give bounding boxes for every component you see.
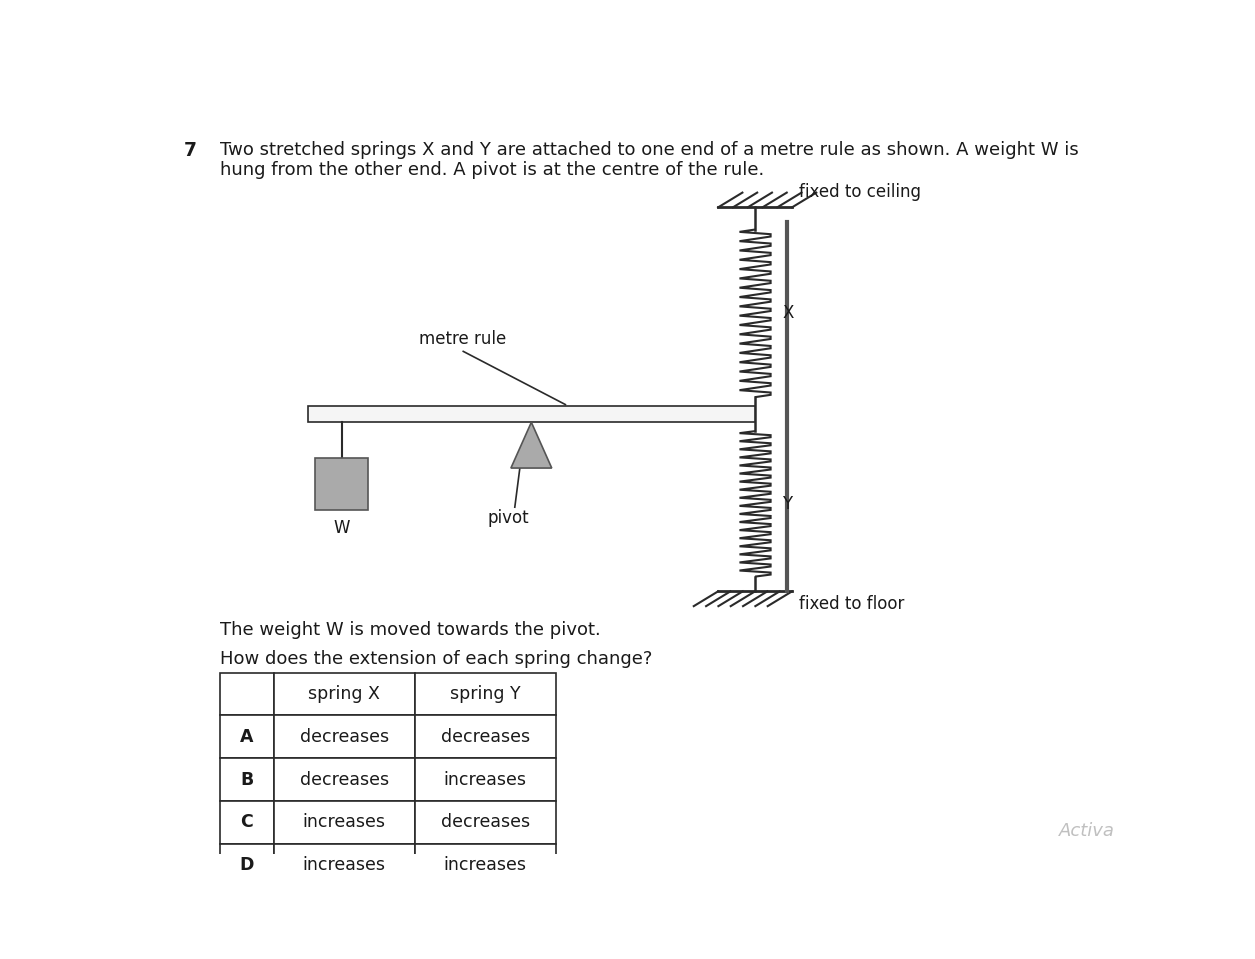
Bar <box>220 801 274 844</box>
Bar <box>220 715 274 759</box>
Text: decreases: decreases <box>441 728 530 746</box>
Text: spring Y: spring Y <box>449 685 521 703</box>
Bar <box>220 672 274 715</box>
Text: hung from the other end. A pivot is at the centre of the rule.: hung from the other end. A pivot is at t… <box>220 161 764 179</box>
Bar <box>274 715 414 759</box>
Bar <box>414 715 556 759</box>
Text: C: C <box>241 813 254 831</box>
Text: 7: 7 <box>184 141 197 160</box>
Text: Y: Y <box>782 495 792 513</box>
Bar <box>274 759 414 801</box>
Text: increases: increases <box>443 771 527 788</box>
Bar <box>414 844 556 887</box>
Text: The weight W is moved towards the pivot.: The weight W is moved towards the pivot. <box>220 620 601 639</box>
Text: decreases: decreases <box>300 728 389 746</box>
Bar <box>414 801 556 844</box>
Text: Activa: Activa <box>1059 822 1114 840</box>
Text: fixed to floor: fixed to floor <box>799 595 904 613</box>
Text: pivot: pivot <box>487 508 530 526</box>
Text: increases: increases <box>302 856 385 875</box>
Text: metre rule: metre rule <box>419 330 507 348</box>
Text: X: X <box>782 304 793 322</box>
Text: fixed to ceiling: fixed to ceiling <box>799 183 921 201</box>
Text: B: B <box>240 771 254 788</box>
Text: A: A <box>240 728 254 746</box>
Bar <box>274 801 414 844</box>
Text: spring X: spring X <box>309 685 380 703</box>
Text: How does the extension of each spring change?: How does the extension of each spring ch… <box>220 650 653 668</box>
Text: W: W <box>334 519 350 537</box>
Text: Two stretched springs X and Y are attached to one end of a metre rule as shown. : Two stretched springs X and Y are attach… <box>220 141 1079 159</box>
Bar <box>274 672 414 715</box>
Text: decreases: decreases <box>300 771 389 788</box>
Bar <box>414 759 556 801</box>
Text: decreases: decreases <box>441 813 530 831</box>
Bar <box>315 458 369 510</box>
Bar <box>220 844 274 887</box>
Bar <box>274 844 414 887</box>
Text: increases: increases <box>443 856 527 875</box>
Bar <box>414 672 556 715</box>
Bar <box>307 406 756 422</box>
Text: increases: increases <box>302 813 385 831</box>
Bar <box>220 759 274 801</box>
Text: D: D <box>240 856 254 875</box>
Polygon shape <box>511 422 552 468</box>
